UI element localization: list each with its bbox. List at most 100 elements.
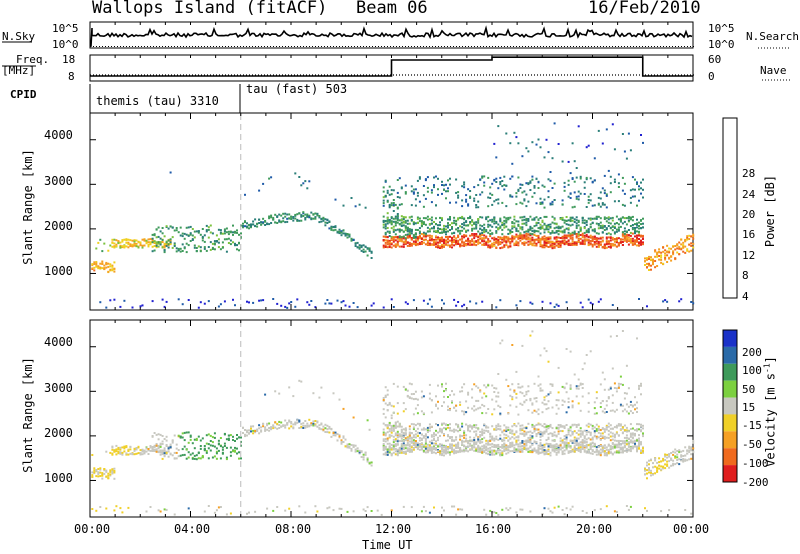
data-cell <box>489 197 492 199</box>
data-cell <box>609 222 612 225</box>
data-cell <box>404 192 407 195</box>
data-cell <box>461 199 464 202</box>
data-cell <box>254 224 257 227</box>
data-cell <box>491 225 494 228</box>
data-cell <box>384 424 387 427</box>
data-cell <box>509 242 512 245</box>
data-cell <box>475 206 478 209</box>
data-cell <box>410 440 413 443</box>
data-cell <box>553 444 556 447</box>
data-cell <box>125 238 128 241</box>
data-cell <box>485 386 488 389</box>
data-cell <box>410 441 413 444</box>
data-cell <box>384 440 387 443</box>
data-cell <box>537 236 540 239</box>
data-cell <box>605 228 608 231</box>
data-cell <box>485 412 488 415</box>
data-cell <box>173 245 176 247</box>
data-cell <box>519 227 522 230</box>
data-cell <box>467 224 470 227</box>
data-cell <box>537 423 540 426</box>
data-cell <box>418 448 421 451</box>
data-cell <box>515 450 518 453</box>
data-cell <box>406 441 409 444</box>
data-cell <box>463 436 466 439</box>
data-cell <box>531 443 534 446</box>
data-cell <box>467 217 470 220</box>
data-cell <box>531 423 534 426</box>
data-cell <box>640 192 642 195</box>
data-cell <box>537 227 540 230</box>
data-cell <box>634 188 636 191</box>
data-cell <box>396 179 399 181</box>
data-cell <box>459 245 462 248</box>
data-cell <box>238 233 240 236</box>
data-cell <box>483 244 486 246</box>
data-cell <box>382 190 385 193</box>
data-cell <box>555 399 558 402</box>
data-cell <box>386 222 389 225</box>
data-cell <box>404 241 407 244</box>
data-cell <box>529 510 532 513</box>
data-cell <box>408 432 411 435</box>
data-cell <box>619 219 622 222</box>
data-cell <box>392 244 395 247</box>
data-cell <box>521 440 524 442</box>
data-cell <box>445 450 447 453</box>
data-cell <box>613 225 616 228</box>
data-cell <box>638 199 640 202</box>
data-cell <box>483 234 486 237</box>
data-cell <box>571 433 574 436</box>
data-cell <box>521 242 524 245</box>
data-cell <box>642 238 644 240</box>
data-cell <box>597 223 600 225</box>
data-cell <box>449 239 451 242</box>
data-cell <box>517 422 520 425</box>
data-cell <box>414 397 417 400</box>
data-cell <box>525 235 528 238</box>
data-cell <box>607 169 610 172</box>
data-cell <box>631 240 634 243</box>
data-cell <box>111 448 114 451</box>
data-cell <box>577 190 580 193</box>
data-cell <box>451 390 453 393</box>
data-cell <box>503 222 506 225</box>
data-cell <box>483 184 486 187</box>
data-cell <box>171 246 174 249</box>
data-cell <box>338 398 341 401</box>
data-cell <box>465 198 468 201</box>
data-cell <box>260 299 263 302</box>
data-cell <box>404 427 407 430</box>
data-cell <box>521 226 524 229</box>
data-cell <box>390 243 393 246</box>
data-cell <box>473 430 476 433</box>
data-cell <box>539 203 542 205</box>
data-cell <box>463 448 466 451</box>
data-cell <box>147 238 150 241</box>
data-cell <box>262 422 265 425</box>
data-cell <box>577 241 580 243</box>
data-cell <box>535 143 538 146</box>
data-cell <box>386 230 389 233</box>
data-cell <box>308 424 311 427</box>
data-cell <box>211 232 214 235</box>
data-cell <box>163 235 166 238</box>
data-cell <box>463 303 466 306</box>
data-cell <box>406 394 409 397</box>
data-cell <box>672 253 675 256</box>
data-cell <box>384 451 387 454</box>
data-cell <box>457 194 460 197</box>
data-cell <box>666 254 669 257</box>
data-cell <box>497 391 500 394</box>
data-cell <box>394 421 397 424</box>
data-cell <box>513 215 516 218</box>
data-cell <box>268 177 271 180</box>
data-cell <box>686 238 689 241</box>
data-cell <box>678 241 681 244</box>
data-cell <box>623 239 626 242</box>
data-cell <box>591 235 594 238</box>
data-cell <box>382 439 385 442</box>
data-cell <box>503 433 506 436</box>
data-cell <box>499 236 502 239</box>
data-cell <box>621 203 624 206</box>
